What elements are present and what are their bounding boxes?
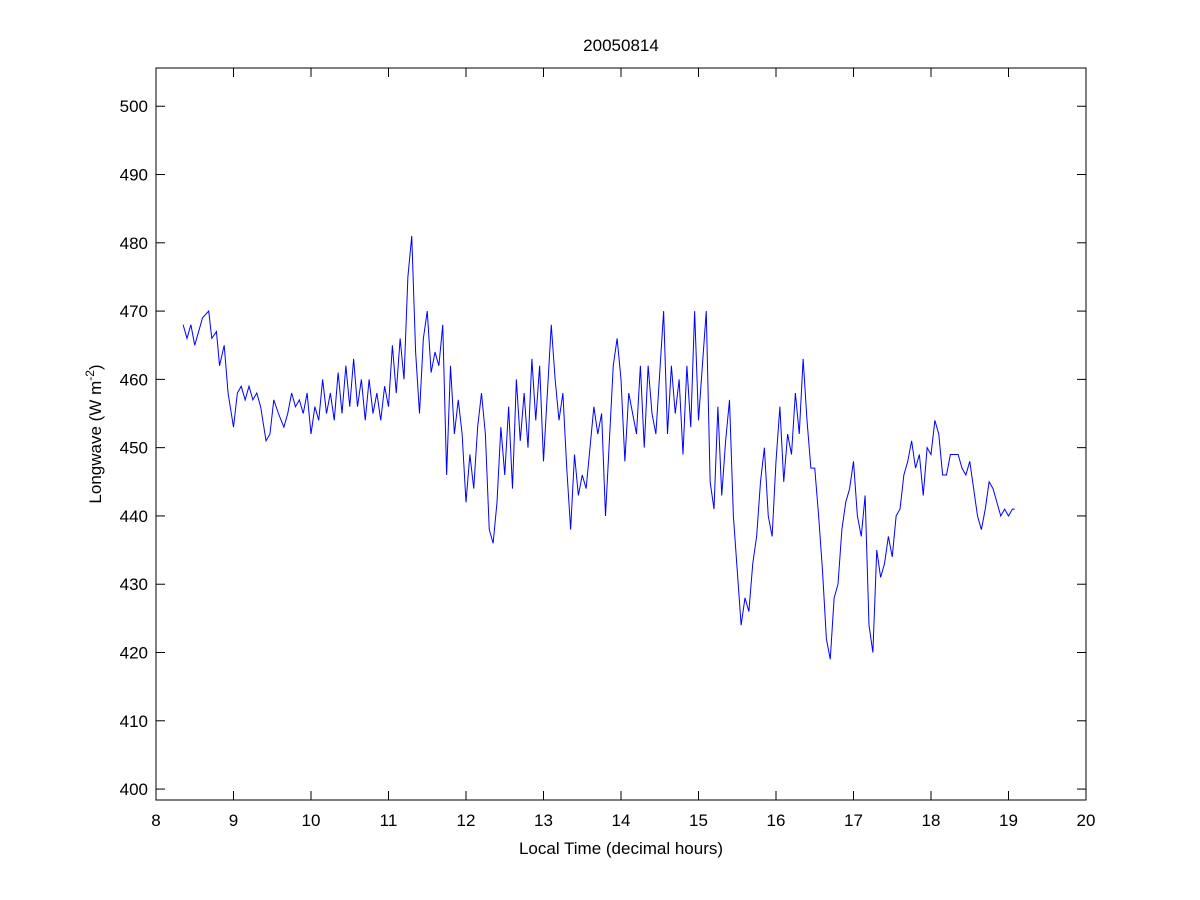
x-tick-label: 13: [534, 811, 553, 830]
x-tick-label: 8: [151, 811, 160, 830]
y-tick-label: 430: [120, 575, 148, 594]
y-tick-label: 490: [120, 166, 148, 185]
x-tick-label: 14: [612, 811, 631, 830]
x-tick-label: 10: [302, 811, 321, 830]
y-tick-label: 480: [120, 234, 148, 253]
y-tick-label: 470: [120, 302, 148, 321]
chart-title: 20050814: [583, 36, 659, 55]
x-tick-label: 19: [999, 811, 1018, 830]
x-tick-label: 20: [1077, 811, 1096, 830]
x-tick-label: 11: [380, 811, 398, 830]
x-tick-label: 15: [689, 811, 708, 830]
y-tick-label: 500: [120, 97, 148, 116]
y-tick-label: 400: [120, 780, 148, 799]
x-tick-label: 12: [457, 811, 476, 830]
y-tick-label: 450: [120, 439, 148, 458]
x-tick-label: 18: [922, 811, 941, 830]
data-line: [182, 235, 1015, 660]
y-axis-label: Longwave (W m-2): [83, 364, 105, 503]
x-tick-label: 16: [767, 811, 786, 830]
y-tick-label: 460: [120, 370, 148, 389]
y-tick-label: 410: [120, 712, 148, 731]
y-axis-label-suffix: ): [86, 364, 105, 370]
y-tick-label: 440: [120, 507, 148, 526]
y-tick-label: 420: [120, 644, 148, 663]
y-axis-label-superscript: -2: [83, 370, 97, 381]
x-tick-label: 9: [229, 811, 238, 830]
x-tick-label: 17: [844, 811, 863, 830]
x-axis-label: Local Time (decimal hours): [519, 839, 723, 858]
y-axis-label-text: Longwave (W m: [86, 381, 105, 504]
